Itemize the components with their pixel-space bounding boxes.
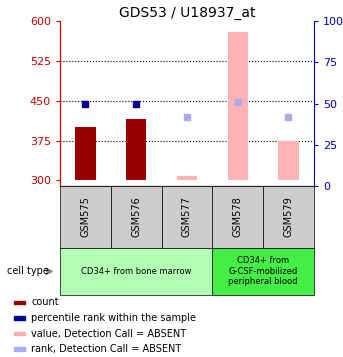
Text: GSM576: GSM576 xyxy=(131,196,141,237)
Text: rank, Detection Call = ABSENT: rank, Detection Call = ABSENT xyxy=(31,344,182,354)
Bar xyxy=(75,127,96,180)
Bar xyxy=(278,141,299,180)
Bar xyxy=(60,248,212,295)
Text: count: count xyxy=(31,297,59,307)
Text: GSM575: GSM575 xyxy=(80,196,91,237)
Bar xyxy=(111,186,162,248)
Bar xyxy=(14,332,24,335)
Text: GSM578: GSM578 xyxy=(233,196,243,237)
Bar xyxy=(162,186,212,248)
Bar xyxy=(212,186,263,248)
Text: cell type: cell type xyxy=(7,266,49,276)
Text: GSM577: GSM577 xyxy=(182,196,192,237)
Text: GSM579: GSM579 xyxy=(283,196,294,237)
Bar xyxy=(14,316,24,320)
Text: value, Detection Call = ABSENT: value, Detection Call = ABSENT xyxy=(31,328,187,338)
Text: CD34+ from
G-CSF-mobilized
peripheral blood: CD34+ from G-CSF-mobilized peripheral bl… xyxy=(228,256,298,286)
Text: percentile rank within the sample: percentile rank within the sample xyxy=(31,313,197,323)
Bar xyxy=(60,186,111,248)
Bar xyxy=(14,301,24,304)
Bar xyxy=(227,32,248,180)
Bar xyxy=(126,120,146,180)
Text: CD34+ from bone marrow: CD34+ from bone marrow xyxy=(81,267,191,276)
Bar xyxy=(14,347,24,351)
Bar xyxy=(212,248,314,295)
Bar xyxy=(177,176,197,180)
Bar xyxy=(263,186,314,248)
Title: GDS53 / U18937_at: GDS53 / U18937_at xyxy=(119,6,255,20)
